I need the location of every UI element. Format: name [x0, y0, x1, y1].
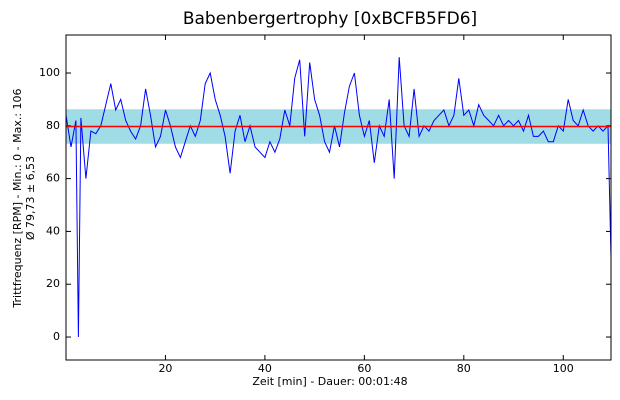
x-tick-label: 80: [457, 362, 471, 375]
x-tick-label: 60: [357, 362, 371, 375]
chart-title: Babenbergertrophy [0xBCFB5FD6]: [183, 9, 477, 29]
plot-area: [66, 35, 611, 360]
y-axis-label: Ø 79,73 ± 6,53: [24, 156, 37, 240]
y-tick-label: 0: [53, 330, 60, 343]
y-axis-label: Trittfrequenz [RPM] - Min.: 0 - Max.: 10…: [11, 88, 24, 308]
x-tick-label: 20: [158, 362, 172, 375]
plot-frame: [65, 34, 612, 361]
y-tick-label: 40: [46, 224, 60, 237]
y-tick-label: 100: [39, 66, 60, 79]
x-tick-label: 100: [553, 362, 574, 375]
x-tick-label: 40: [258, 362, 272, 375]
x-axis-label: Zeit [min] - Dauer: 00:01:48: [252, 375, 407, 388]
y-tick-label: 80: [46, 119, 60, 132]
y-tick-label: 20: [46, 277, 60, 290]
y-tick-label: 60: [46, 172, 60, 185]
